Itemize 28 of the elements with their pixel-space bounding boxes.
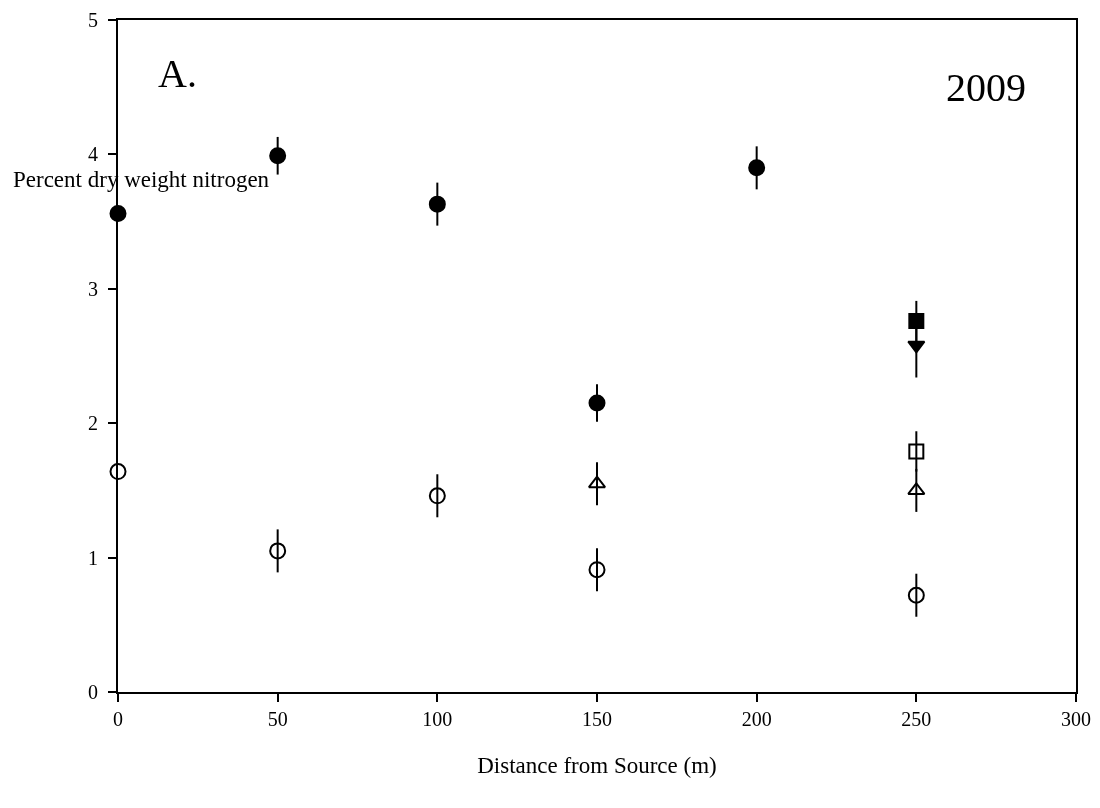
point bbox=[588, 394, 606, 412]
annotation: 2009 bbox=[946, 65, 1026, 110]
x-tick-label: 150 bbox=[582, 708, 612, 730]
y-tick-label: 1 bbox=[88, 546, 98, 569]
point bbox=[907, 340, 926, 354]
x-tick-label: 100 bbox=[422, 708, 453, 730]
y-tick-label: 2 bbox=[88, 412, 98, 435]
x-axis-title: Distance from Source (m) bbox=[477, 753, 717, 779]
point bbox=[269, 147, 287, 165]
point bbox=[587, 475, 607, 489]
y-tick-label: 0 bbox=[88, 681, 98, 703]
point bbox=[428, 487, 446, 505]
y-tick-label: 4 bbox=[88, 143, 98, 166]
x-tick-label: 250 bbox=[901, 708, 932, 730]
point bbox=[908, 443, 925, 460]
point bbox=[269, 542, 287, 560]
x-tick-label: 50 bbox=[267, 708, 288, 730]
point bbox=[428, 195, 446, 213]
annotation: A. bbox=[158, 51, 197, 96]
point bbox=[748, 159, 766, 177]
point bbox=[109, 463, 127, 481]
point bbox=[588, 561, 606, 579]
x-tick-label: 300 bbox=[1061, 708, 1091, 730]
y-tick-label: 3 bbox=[88, 277, 98, 300]
x-tick-label: 0 bbox=[113, 708, 123, 730]
y-tick-label: 5 bbox=[88, 9, 98, 31]
point bbox=[907, 586, 925, 604]
x-tick-label: 200 bbox=[741, 708, 772, 730]
